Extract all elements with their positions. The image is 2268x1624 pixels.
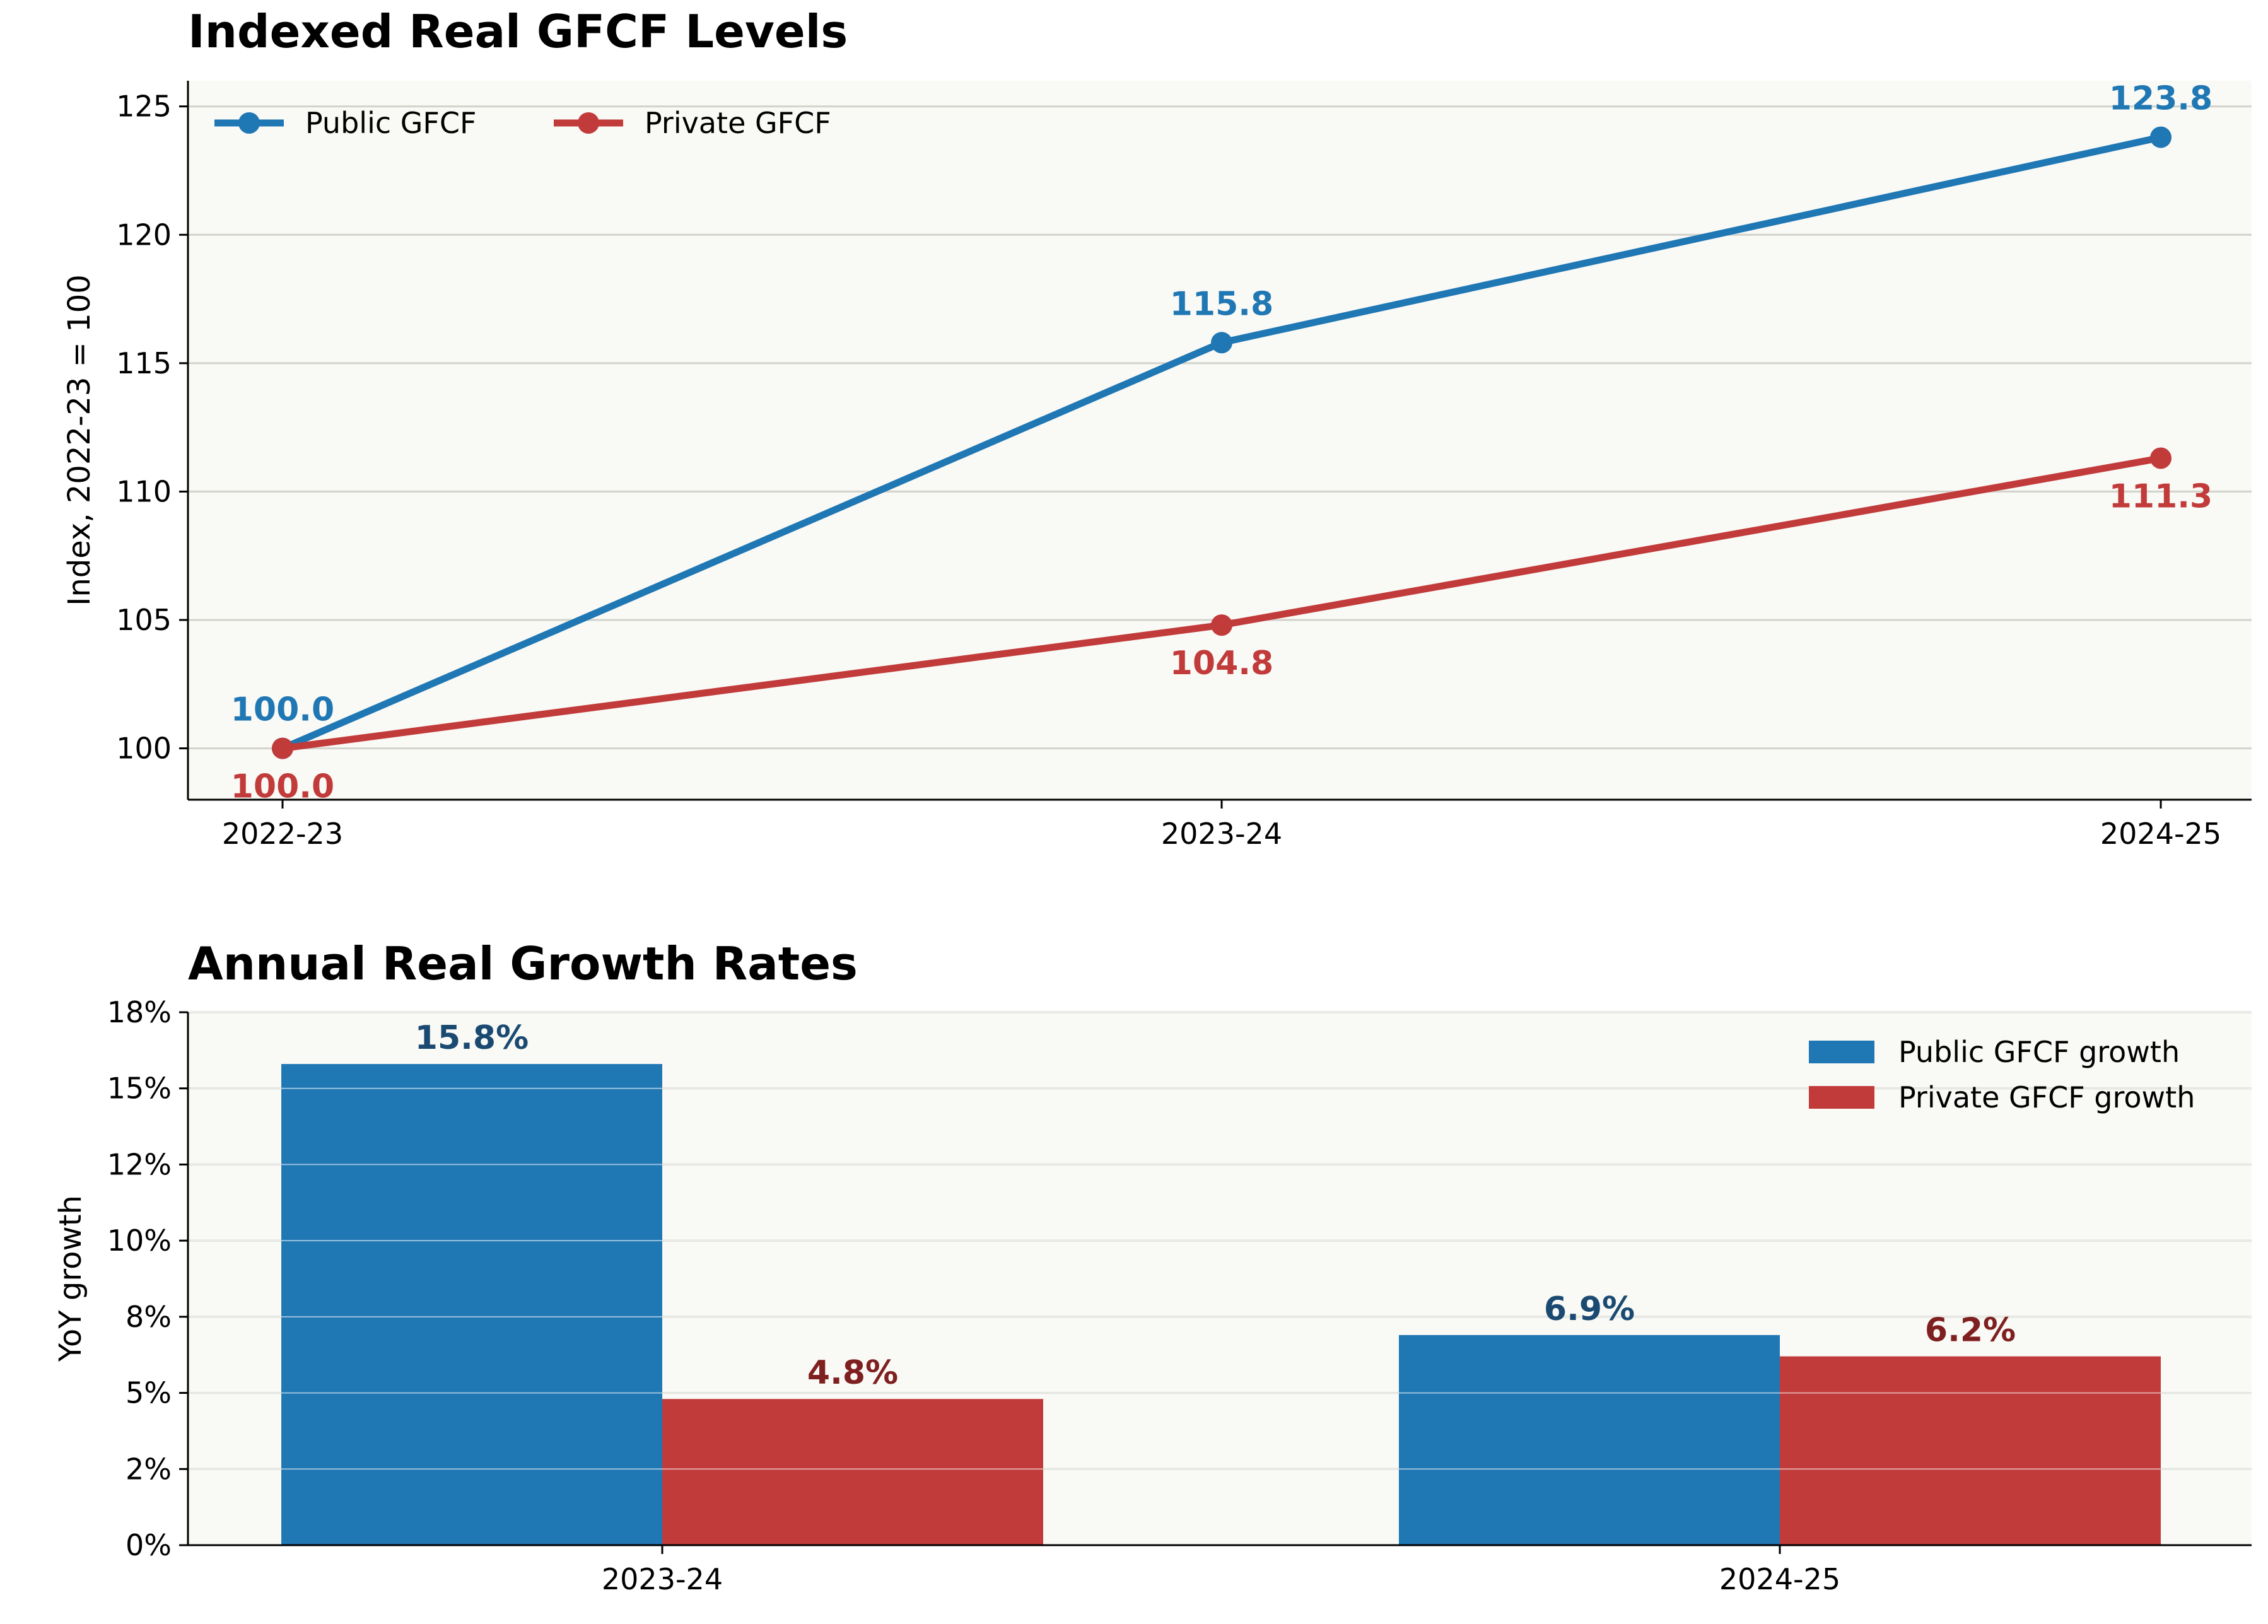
- data-label-public: 115.8: [1170, 285, 1273, 323]
- legend-marker-private: [578, 112, 599, 134]
- data-labels: 100.0 115.8 123.8 100.0 104.8 111.3: [231, 80, 2212, 806]
- data-point-public: [1211, 332, 1232, 354]
- axes: [187, 81, 2252, 801]
- legend-label-public-growth: Public GFCF growth: [1898, 1035, 2180, 1069]
- y-tick-label: 115: [116, 346, 172, 380]
- y-tick-label: 12%: [107, 1147, 172, 1181]
- y-ticks: 0% 2% 5% 8% 10% 12% 15% 18%: [107, 995, 188, 1562]
- y-axis-label: YoY growth: [53, 1195, 88, 1362]
- y-tick-label: 110: [116, 474, 172, 508]
- data-label-public: 100.0: [231, 691, 334, 729]
- legend-label-public: Public GFCF: [305, 106, 476, 140]
- data-point-public: [2150, 126, 2172, 148]
- x-tick-label: 2024-25: [1719, 1562, 1840, 1596]
- legend-swatch-private-growth: [1809, 1086, 1874, 1109]
- x-tick-label: 2024-25: [2100, 817, 2221, 851]
- y-tick-label: 8%: [126, 1300, 172, 1334]
- data-label-public: 15.8%: [415, 1019, 529, 1057]
- data-point-private: [2150, 447, 2172, 469]
- bar-chart: 0% 2% 5% 8% 10% 12% 15% 18% 2023-24 2024-25 15.8…: [53, 937, 2252, 1596]
- legend-label-private: Private GFCF: [645, 106, 831, 140]
- y-axis-label: Index, 2022-23 = 100: [62, 274, 97, 606]
- legend-swatch-public-growth: [1809, 1041, 1874, 1063]
- legend-item-private: Private GFCF: [554, 106, 831, 140]
- x-tick-label: 2023-24: [1161, 817, 1282, 851]
- legend-item-public-growth: Public GFCF growth: [1809, 1035, 2180, 1069]
- bar-public: [1399, 1335, 1780, 1545]
- y-tick-label: 18%: [107, 995, 172, 1029]
- y-tick-label: 100: [116, 732, 172, 766]
- y-tick-label: 10%: [107, 1224, 172, 1258]
- data-point-private: [272, 737, 293, 759]
- data-label-public: 123.8: [2109, 80, 2212, 118]
- legend-item-public: Public GFCF: [214, 106, 476, 140]
- y-tick-label: 120: [116, 218, 172, 252]
- y-tick-label: 125: [116, 90, 172, 124]
- data-label-private: 100.0: [231, 768, 334, 806]
- y-ticks: 100 105 110 115 120 125: [116, 90, 188, 766]
- grid-lines-overlay: [188, 1012, 2252, 1546]
- legend-marker-public: [238, 112, 260, 134]
- line-chart: 100 105 110 115 120 125 2022-23 2023-24 2024-25…: [62, 5, 2252, 851]
- data-point-private: [1211, 614, 1232, 636]
- chart-title: Indexed Real GFCF Levels: [188, 5, 848, 58]
- legend-label-private-growth: Private GFCF growth: [1898, 1080, 2195, 1114]
- legend-item-private-growth: Private GFCF growth: [1809, 1080, 2195, 1114]
- bar-private: [662, 1399, 1043, 1545]
- data-label-private: 4.8%: [807, 1354, 898, 1392]
- bars: [281, 1064, 2161, 1545]
- x-tick-label: 2023-24: [602, 1562, 723, 1596]
- chart-title: Annual Real Growth Rates: [188, 937, 858, 990]
- bar-private: [1780, 1356, 2161, 1545]
- y-tick-label: 0%: [126, 1528, 172, 1562]
- legend: Public GFCF growth Private GFCF growth: [1809, 1035, 2195, 1114]
- data-label-private: 104.8: [1170, 645, 1273, 682]
- legend: Public GFCF Private GFCF: [214, 106, 831, 140]
- y-tick-label: 15%: [107, 1072, 172, 1106]
- series-group: [272, 126, 2172, 759]
- y-tick-label: 2%: [126, 1452, 172, 1486]
- bar-public: [281, 1064, 662, 1545]
- y-tick-label: 105: [116, 603, 172, 637]
- plot-background: [188, 81, 2252, 800]
- x-ticks: 2023-24 2024-25: [602, 1545, 1840, 1596]
- data-labels: 15.8% 6.9% 4.8% 6.2%: [415, 1019, 2016, 1392]
- data-label-public: 6.9%: [1544, 1290, 1635, 1328]
- x-ticks: 2022-23 2023-24 2024-25: [222, 800, 2221, 851]
- y-tick-label: 5%: [126, 1376, 172, 1410]
- axes: [187, 1012, 2252, 1546]
- data-label-private: 111.3: [2109, 478, 2212, 516]
- data-label-private: 6.2%: [1925, 1312, 2016, 1350]
- x-tick-label: 2022-23: [222, 817, 343, 851]
